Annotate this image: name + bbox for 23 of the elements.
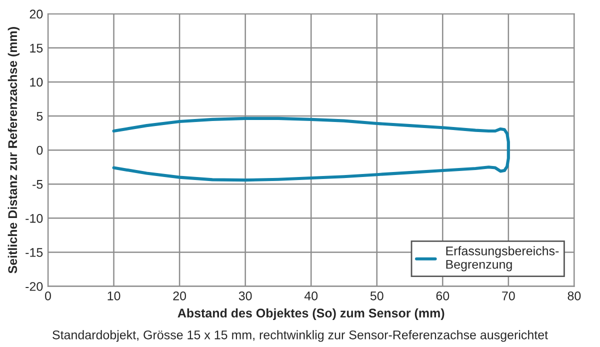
line-series [112, 116, 510, 182]
x-axis-title: Abstand des Objektes (So) zum Sensor (mm) [178, 308, 444, 320]
x-tick-label: 80 [568, 291, 581, 300]
y-tick-label: -10 [26, 214, 43, 223]
y-tick-label: -5 [32, 180, 43, 189]
x-tick-label: 60 [436, 291, 450, 300]
y-tick-label: 10 [30, 78, 43, 87]
y-tick-label: -20 [26, 282, 43, 291]
x-tick-label: 10 [108, 291, 120, 300]
y-tick-label: 5 [36, 112, 43, 121]
y-tick-label: -15 [26, 248, 43, 257]
x-tick-label: 20 [173, 291, 186, 300]
y-tick-label: 20 [30, 10, 43, 19]
y-axis-title: Seitliche Distanz zur Referenzachse (mm) [8, 27, 20, 274]
x-tick-label: 50 [370, 291, 384, 300]
x-tick-label: 70 [502, 291, 515, 300]
legend-label: Erfassungsbereichs- Begrenzung [446, 246, 559, 272]
x-tick-label: 0 [45, 291, 51, 300]
text: Standardobjekt, Grösse 15 x 15 mm, rechtwinklig zur Sensor-Referenzachse ausgerichtet [52, 330, 548, 342]
y-tick-label: 15 [30, 44, 43, 53]
x-tick-label: 40 [304, 291, 318, 300]
x-tick-label: 30 [238, 291, 252, 300]
y-tick-label: 0 [36, 146, 43, 155]
